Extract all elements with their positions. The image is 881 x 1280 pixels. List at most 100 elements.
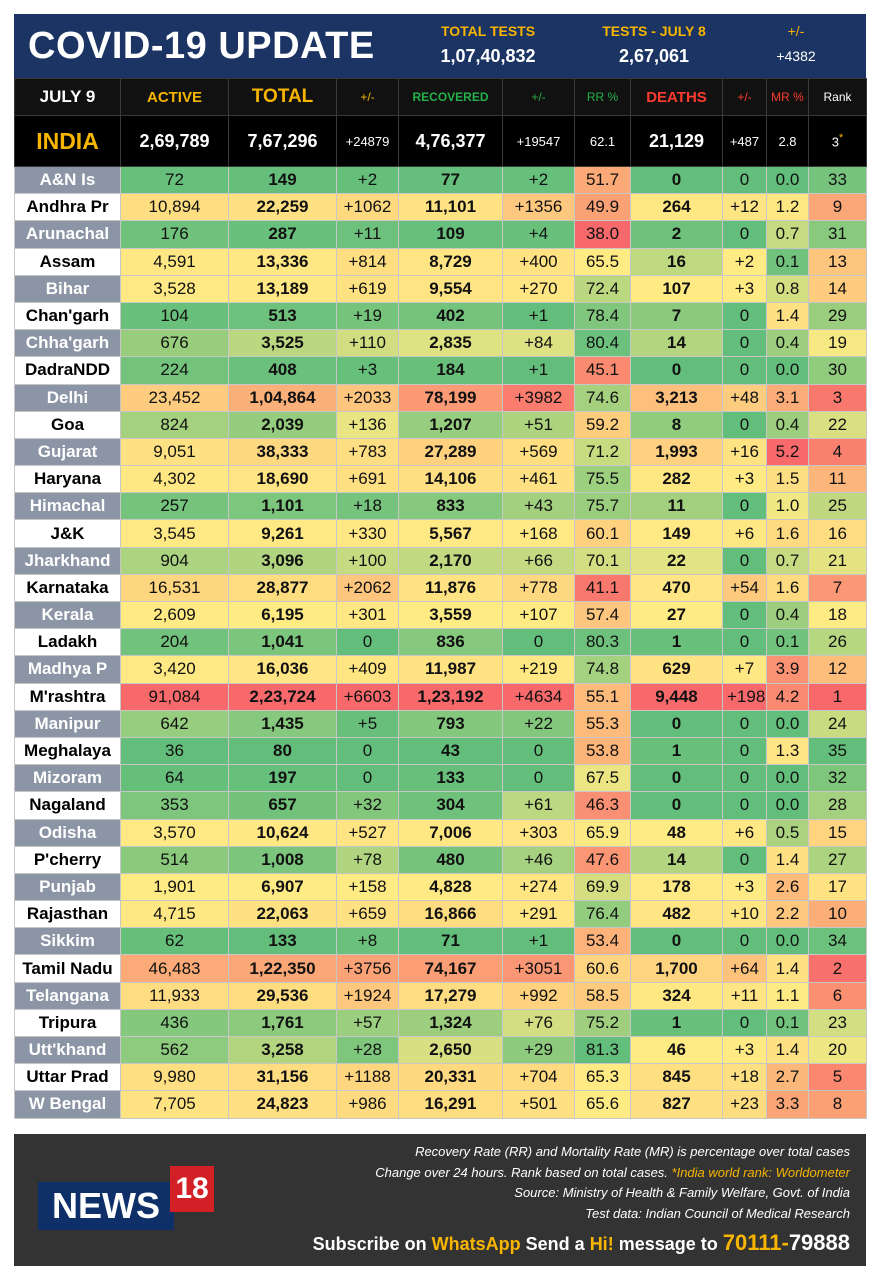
cell-rr: 65.3 — [574, 1063, 631, 1092]
cell-mr: 0.0 — [766, 709, 809, 738]
india-total-row: INDIA 2,69,789 7,67,296 +24879 4,76,377 … — [14, 115, 867, 167]
table-row: Ladakh 204 1,041 0 836 0 80.3 1 0 0.1 26 — [14, 628, 867, 657]
cell-rec-change: +219 — [502, 655, 575, 684]
cell-total: 3,525 — [228, 329, 337, 358]
cell-mr: 0.0 — [766, 764, 809, 793]
cell-deaths: 107 — [630, 274, 723, 303]
cell-rr: 41.1 — [574, 573, 631, 603]
cell-deaths: 482 — [630, 900, 723, 929]
cell-recovered: 27,289 — [398, 437, 503, 467]
cell-rec-change: +46 — [502, 845, 575, 874]
cell-active: 16,531 — [120, 573, 229, 603]
india-rank: 3* — [808, 115, 867, 167]
cell-active: 353 — [120, 791, 229, 820]
table-row: Nagaland 353 657 +32 304 +61 46.3 0 0 0.0 28 — [14, 791, 867, 820]
cell-active: 62 — [120, 927, 229, 956]
cell-rr: 81.3 — [574, 1035, 631, 1065]
cell-rr: 51.7 — [574, 165, 631, 195]
cell-mr: 0.4 — [766, 600, 809, 630]
cell-deaths: 16 — [630, 247, 723, 276]
cell-total: 18,690 — [228, 465, 337, 494]
cell-rank: 8 — [808, 1090, 867, 1119]
cell-active: 1,901 — [120, 872, 229, 902]
cell-state: Odisha — [14, 818, 121, 847]
cell-mr: 0.0 — [766, 356, 809, 385]
cell-rr: 47.6 — [574, 845, 631, 874]
cell-active: 10,894 — [120, 193, 229, 222]
cell-rec-change: +84 — [502, 329, 575, 358]
cell-rr: 38.0 — [574, 220, 631, 249]
cell-state: Sikkim — [14, 927, 121, 956]
table-row: Gujarat 9,051 38,333 +783 27,289 +569 71.2 1,99… — [14, 437, 867, 467]
cell-state: Kerala — [14, 600, 121, 630]
cell-state: DadraNDD — [14, 356, 121, 385]
subscribe-hi: Hi! — [589, 1234, 614, 1254]
cell-change: +619 — [336, 274, 399, 303]
cell-recovered: 2,170 — [398, 546, 503, 575]
cell-state: Ladakh — [14, 628, 121, 657]
cell-deaths: 1 — [630, 736, 723, 766]
cell-change: +527 — [336, 818, 399, 847]
cell-total: 22,063 — [228, 900, 337, 929]
col-change: +/- — [336, 78, 399, 116]
cell-rec-change: 0 — [502, 764, 575, 793]
column-header-row: JULY 9 ACTIVE TOTAL +/- RECOVERED +/- RR… — [14, 78, 867, 116]
cell-rr: 80.4 — [574, 329, 631, 358]
cell-mr: 0.1 — [766, 628, 809, 657]
cell-mr: 1.2 — [766, 193, 809, 222]
cell-mr: 5.2 — [766, 437, 809, 467]
cell-total: 1,761 — [228, 1008, 337, 1038]
cell-change: +8 — [336, 927, 399, 956]
table-row: Himachal 257 1,101 +18 833 +43 75.7 11 0 1.0 25 — [14, 492, 867, 521]
cell-active: 104 — [120, 301, 229, 331]
cell-mr: 0.8 — [766, 274, 809, 303]
cell-state: Andhra Pr — [14, 193, 121, 222]
cell-total: 513 — [228, 301, 337, 331]
cell-deaths: 48 — [630, 818, 723, 847]
cell-death-change: 0 — [722, 492, 767, 521]
cell-deaths: 11 — [630, 492, 723, 521]
total-tests-value: 1,07,40,832 — [440, 46, 536, 66]
subscribe-whatsapp: WhatsApp — [431, 1234, 521, 1254]
cell-deaths: 178 — [630, 872, 723, 902]
cell-total: 1,041 — [228, 628, 337, 657]
cell-rank: 34 — [808, 927, 867, 956]
cell-death-change: 0 — [722, 736, 767, 766]
cell-mr: 0.7 — [766, 546, 809, 575]
table-row: Arunachal 176 287 +11 109 +4 38.0 2 0 0.7 31 — [14, 220, 867, 249]
cell-recovered: 11,987 — [398, 655, 503, 684]
cell-rec-change: +992 — [502, 981, 575, 1010]
cell-rec-change: +1 — [502, 356, 575, 385]
cell-change: +100 — [336, 546, 399, 575]
cell-total: 6,195 — [228, 600, 337, 630]
cell-death-change: +23 — [722, 1090, 767, 1119]
cell-death-change: +12 — [722, 193, 767, 222]
table-row: Odisha 3,570 10,624 +527 7,006 +303 65.9 48 +6 0.… — [14, 818, 867, 847]
subscribe-text-c: Send a — [520, 1234, 590, 1254]
cell-rr: 80.3 — [574, 628, 631, 657]
note-change: Change over 24 hours. Rank based on tota… — [375, 1163, 850, 1184]
cell-rec-change: +66 — [502, 546, 575, 575]
table-row: Jharkhand 904 3,096 +100 2,170 +66 70.1 22 0 0.7 2… — [14, 546, 867, 575]
cell-recovered: 836 — [398, 628, 503, 657]
cell-deaths: 845 — [630, 1063, 723, 1092]
cell-rr: 75.2 — [574, 1008, 631, 1038]
cell-state: Goa — [14, 410, 121, 439]
cell-rr: 49.9 — [574, 193, 631, 222]
cell-state: Nagaland — [14, 791, 121, 820]
cell-deaths: 0 — [630, 356, 723, 385]
india-deaths: 21,129 — [630, 115, 723, 167]
cell-recovered: 17,279 — [398, 981, 503, 1010]
cell-death-change: +2 — [722, 247, 767, 276]
cell-rec-change: +3982 — [502, 383, 575, 412]
table-row: Chha'garh 676 3,525 +110 2,835 +84 80.4 14 0 0.4 1… — [14, 329, 867, 358]
cell-rec-change: +107 — [502, 600, 575, 630]
cell-rr: 75.5 — [574, 465, 631, 494]
cell-state: Meghalaya — [14, 736, 121, 766]
cell-rr: 55.1 — [574, 682, 631, 711]
cell-rank: 15 — [808, 818, 867, 847]
cell-active: 3,528 — [120, 274, 229, 303]
cell-recovered: 1,207 — [398, 410, 503, 439]
cell-rec-change: +4 — [502, 220, 575, 249]
india-active: 2,69,789 — [120, 115, 229, 167]
